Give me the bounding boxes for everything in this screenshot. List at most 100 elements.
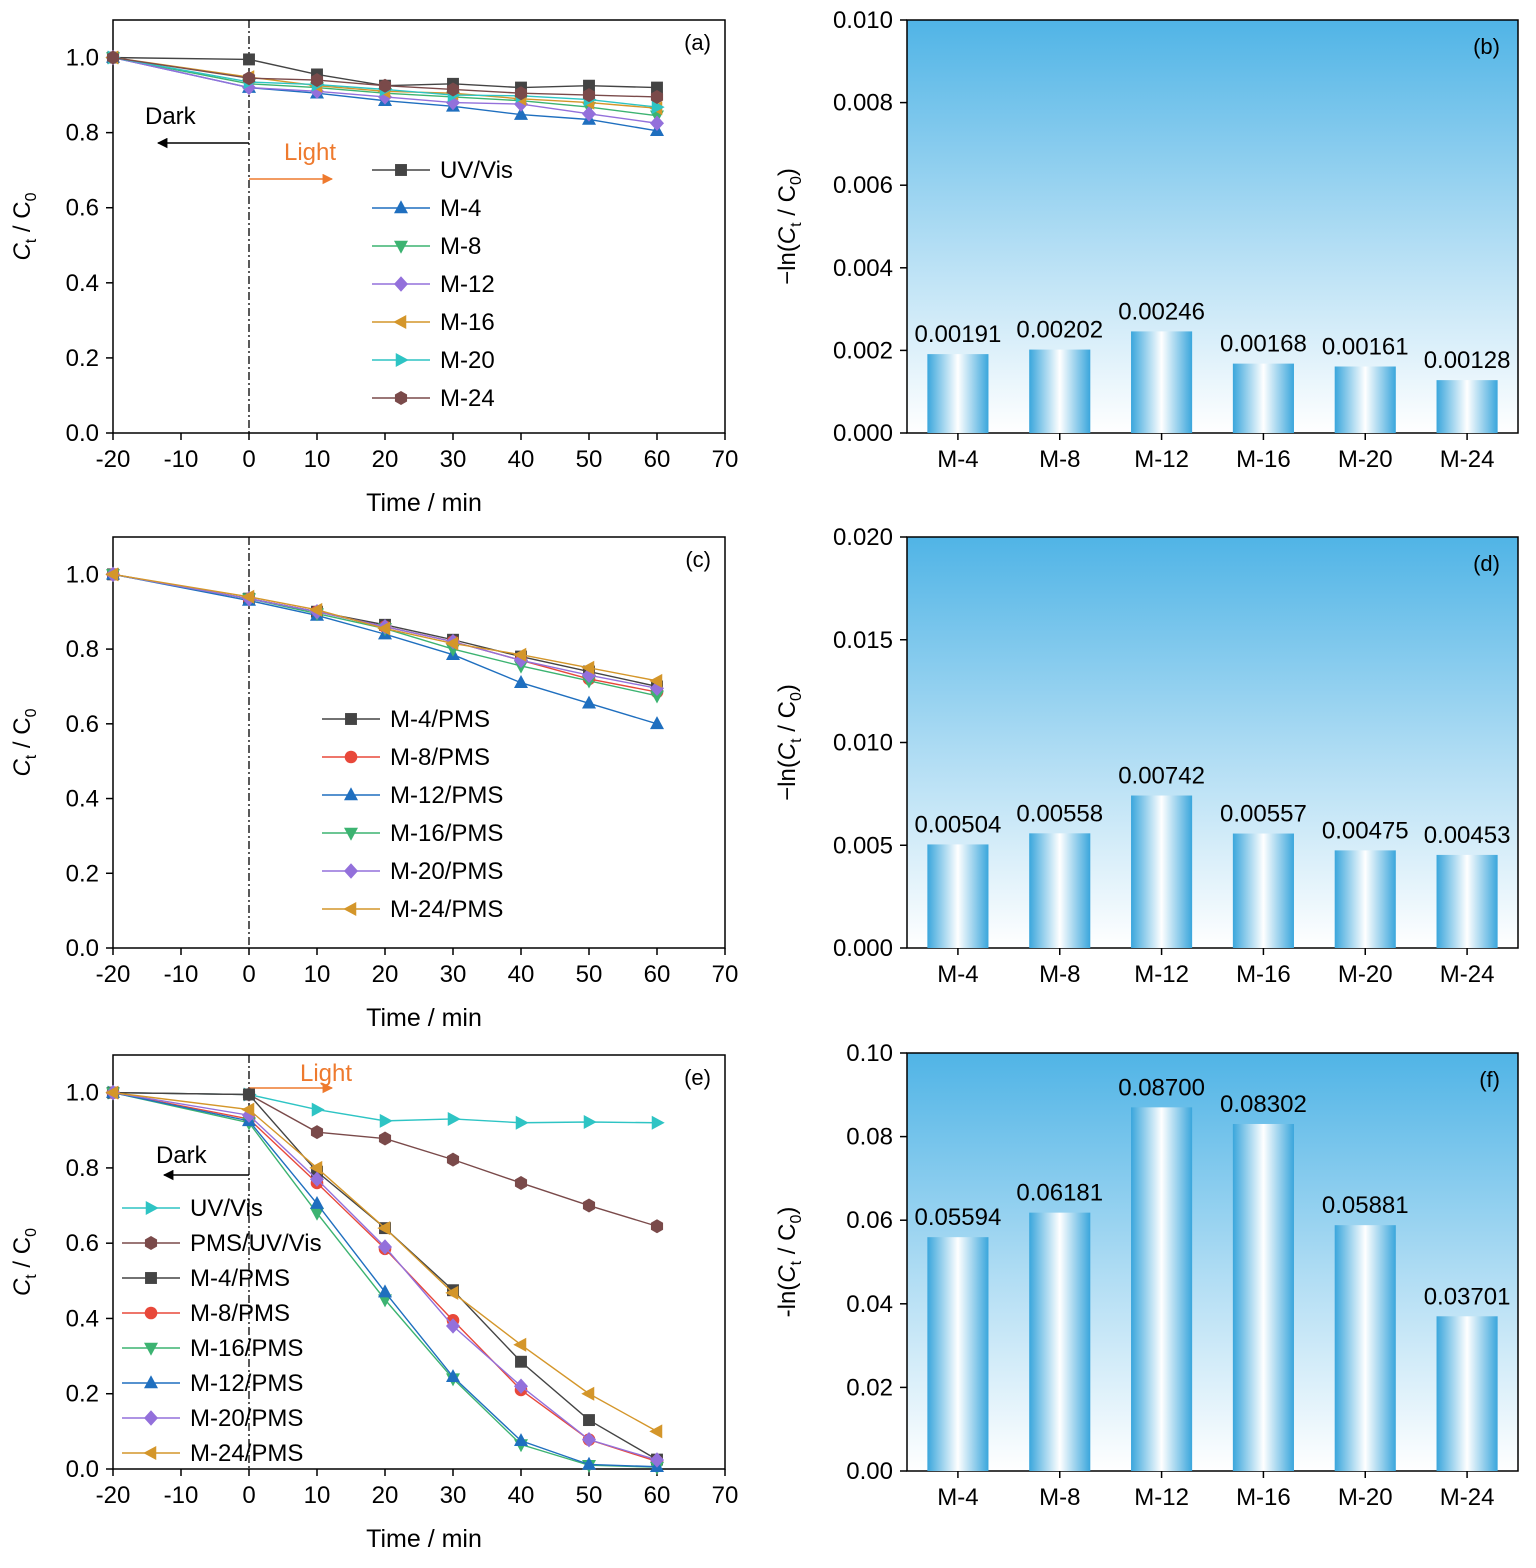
series-line bbox=[112, 1091, 658, 1124]
x-tick-label: M-16 bbox=[1236, 1484, 1291, 1511]
data-point bbox=[514, 675, 528, 688]
x-tick-label: M-12 bbox=[1134, 961, 1189, 988]
data-point bbox=[378, 1294, 392, 1308]
x-tick-label: -20 bbox=[96, 961, 131, 988]
x-tick-label: 10 bbox=[304, 1482, 331, 1509]
data-point bbox=[514, 652, 528, 668]
data-point bbox=[582, 88, 596, 103]
legend-marker bbox=[394, 200, 408, 214]
x-tick-label: 0 bbox=[242, 1482, 255, 1509]
data-point bbox=[309, 602, 323, 617]
legend-marker bbox=[145, 1272, 157, 1284]
bar-value-label: 0.00168 bbox=[1220, 331, 1307, 358]
x-tick-label: 40 bbox=[508, 961, 535, 988]
light-label: Light bbox=[284, 139, 336, 166]
data-point bbox=[651, 1115, 665, 1130]
y-tick-label: 0.6 bbox=[66, 195, 99, 222]
y-tick-label: 1.0 bbox=[66, 45, 99, 72]
data-point bbox=[650, 716, 664, 730]
plot-background bbox=[907, 537, 1518, 948]
x-tick-label: M-8 bbox=[1039, 961, 1080, 988]
y-tick-label: 0.02 bbox=[846, 1374, 893, 1401]
data-point bbox=[241, 1102, 255, 1117]
bar-m-4 bbox=[927, 844, 989, 948]
bar-m-20 bbox=[1334, 366, 1396, 433]
x-tick-label: M-8 bbox=[1039, 446, 1080, 473]
series-line bbox=[112, 573, 658, 690]
legend-entry: UV/Vis bbox=[190, 1195, 263, 1222]
x-tick-label: 0 bbox=[242, 961, 255, 988]
data-point bbox=[311, 1102, 325, 1117]
series-line bbox=[112, 1091, 658, 1461]
bar-m-16 bbox=[1232, 833, 1294, 948]
legend-marker bbox=[344, 750, 358, 764]
y-tick-label: 0.8 bbox=[66, 636, 99, 663]
legend-marker bbox=[394, 276, 408, 292]
chart-panel-a: -20 -10 0 10 20 30 40 50 60 70 0.0 0.2 0.4 0.6 0.8 1.0 T… bbox=[9, 19, 738, 517]
legend-entry: M-4 bbox=[440, 195, 481, 222]
data-point bbox=[514, 86, 528, 101]
x-tick-label: -10 bbox=[164, 1482, 199, 1509]
y-tick-label: 0.002 bbox=[833, 337, 893, 364]
data-point bbox=[650, 1452, 664, 1468]
y-tick-label: 0.005 bbox=[833, 832, 893, 859]
bar-m-8 bbox=[1029, 349, 1091, 433]
data-point bbox=[445, 636, 459, 651]
data-point bbox=[310, 73, 324, 88]
x-tick-label: M-4 bbox=[937, 1484, 978, 1511]
x-tick-label: 70 bbox=[712, 961, 739, 988]
x-tick-label: M-4 bbox=[937, 961, 978, 988]
legend-entry: M-16/PMS bbox=[190, 1335, 303, 1362]
data-point bbox=[310, 83, 324, 100]
y-tick-label: 0.015 bbox=[833, 627, 893, 654]
chart-panel-c: -20 -10 0 10 20 30 40 50 60 70 0.0 0.2 0.4 0.6 0.8 1.0 T… bbox=[9, 536, 739, 1032]
y-tick-label: 0.2 bbox=[66, 345, 99, 372]
legend-entry: M-24 bbox=[440, 385, 495, 412]
series-line bbox=[112, 56, 658, 117]
bar-value-label: 0.00246 bbox=[1118, 298, 1205, 325]
data-point bbox=[515, 1355, 527, 1368]
x-tick-label: 0 bbox=[242, 446, 255, 473]
x-tick-label: 10 bbox=[304, 446, 331, 473]
x-tick-label: -20 bbox=[96, 1482, 131, 1509]
plot-frame bbox=[112, 1054, 726, 1470]
data-point bbox=[649, 673, 663, 688]
panel-label: (a) bbox=[684, 30, 711, 55]
series-line bbox=[112, 1091, 658, 1227]
x-tick-label: -10 bbox=[164, 961, 199, 988]
x-axis-label: Time / min bbox=[366, 489, 482, 517]
y-tick-label: 0.6 bbox=[66, 711, 99, 738]
dark-label: Dark bbox=[145, 103, 197, 130]
y-tick-label: 1.0 bbox=[66, 561, 99, 588]
chart-panel-b: 0.000 0.002 0.004 0.006 0.008 0.010 −ln(Ct / C… bbox=[774, 7, 1519, 473]
bar-value-label: 0.03701 bbox=[1424, 1283, 1511, 1310]
x-tick-label: 70 bbox=[712, 1482, 739, 1509]
legend-marker bbox=[344, 863, 358, 879]
data-point bbox=[650, 680, 664, 697]
legend-marker bbox=[395, 164, 407, 176]
y-tick-label: 0.2 bbox=[66, 1381, 99, 1408]
legend-marker bbox=[144, 1375, 158, 1389]
series-line bbox=[112, 56, 658, 124]
legend-entry: M-12/PMS bbox=[390, 782, 503, 809]
y-tick-label: 0.006 bbox=[833, 172, 893, 199]
data-point bbox=[309, 1160, 323, 1175]
x-tick-label: 30 bbox=[440, 961, 467, 988]
x-tick-label: 40 bbox=[508, 1482, 535, 1509]
bar-value-label: 0.00558 bbox=[1016, 800, 1103, 827]
series-m-24-pms bbox=[105, 567, 663, 688]
panel-label: (f) bbox=[1479, 1067, 1500, 1092]
plot-frame bbox=[112, 536, 726, 949]
data-point bbox=[514, 106, 528, 120]
panel-label: (e) bbox=[684, 1065, 711, 1090]
bar-value-label: 0.06181 bbox=[1016, 1180, 1103, 1207]
series-m-24-pms bbox=[105, 1085, 663, 1439]
bar-value-label: 0.00742 bbox=[1118, 763, 1205, 790]
y-tick-label: 0.000 bbox=[833, 935, 893, 962]
bar-value-label: 0.00161 bbox=[1322, 334, 1409, 361]
data-point bbox=[446, 1152, 460, 1167]
bar-value-label: 0.08302 bbox=[1220, 1091, 1307, 1118]
x-tick-label: 30 bbox=[440, 1482, 467, 1509]
plot-background bbox=[907, 20, 1518, 433]
